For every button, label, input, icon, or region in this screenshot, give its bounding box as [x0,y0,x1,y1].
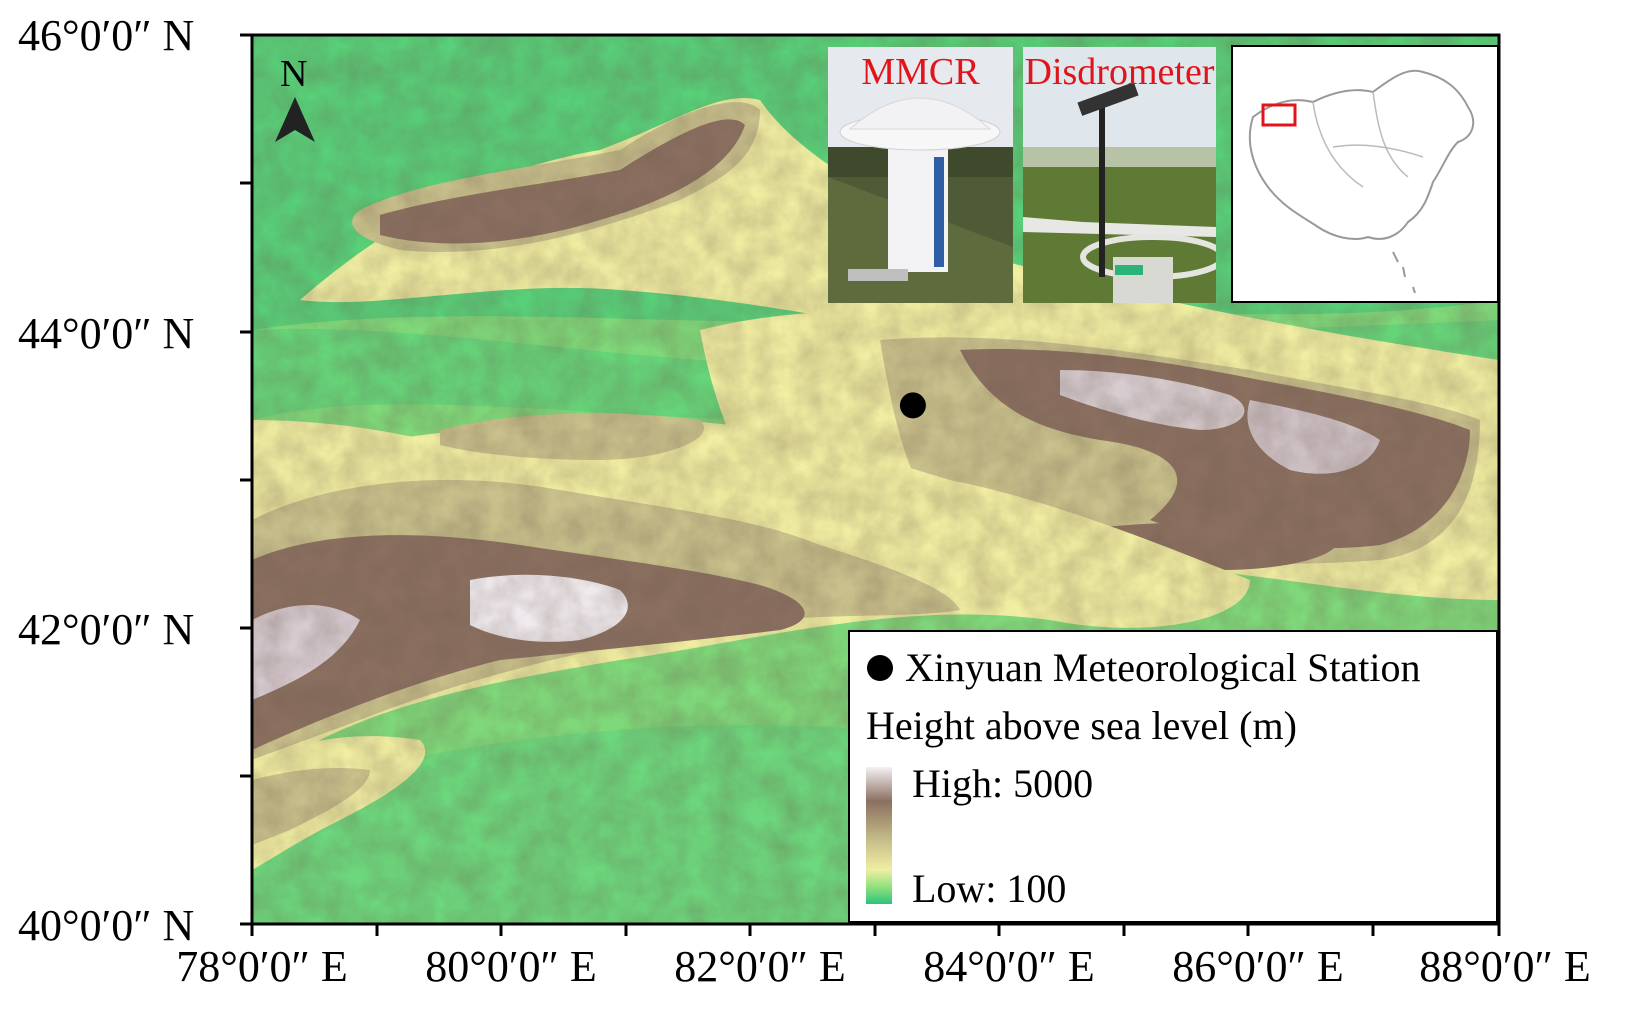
disdrometer-photo: Disdrometer [1023,47,1216,303]
china-inset-map [1231,45,1499,303]
y-axis-ticks [240,33,252,926]
map-legend: Xinyuan Meteorological Station Height ab… [848,630,1498,923]
elevation-high-label: High: 5000 [912,761,1094,806]
y-tick-label-40n: 40°0′0″ N [18,901,195,950]
y-tick-label-42n: 42°0′0″ N [18,605,195,654]
mmcr-label: MMCR [861,51,980,93]
x-tick-label-84e: 84°0′0″ E [923,942,1095,991]
station-legend-label: Xinyuan Meteorological Station [905,645,1421,690]
disdrometer-label: Disdrometer [1024,51,1215,93]
station-marker [899,392,926,419]
elevation-legend-title: Height above sea level (m) [866,703,1297,748]
mmcr-photo: MMCR [828,47,1013,303]
disdrometer-photo-image [1023,47,1216,303]
x-tick-label-82e: 82°0′0″ E [674,942,846,991]
elevation-color-ramp [866,767,892,904]
x-tick-label-80e: 80°0′0″ E [425,942,597,991]
x-tick-label-78e: 78°0′0″ E [176,942,348,991]
mmcr-photo-image [828,47,1013,303]
north-arrow-icon [275,97,315,142]
y-tick-label-44n: 44°0′0″ N [18,309,195,358]
y-tick-label-46n: 46°0′0″ N [18,11,195,60]
study-area-box [1261,103,1297,127]
x-tick-label-88e: 88°0′0″ E [1419,942,1591,991]
china-outline [1248,69,1475,294]
x-axis-ticks [250,924,1501,936]
station-legend-icon [867,655,893,681]
x-tick-label-86e: 86°0′0″ E [1172,942,1344,991]
north-label: N [280,53,308,95]
elevation-low-label: Low: 100 [912,866,1067,911]
north-arrow: N [270,52,320,147]
